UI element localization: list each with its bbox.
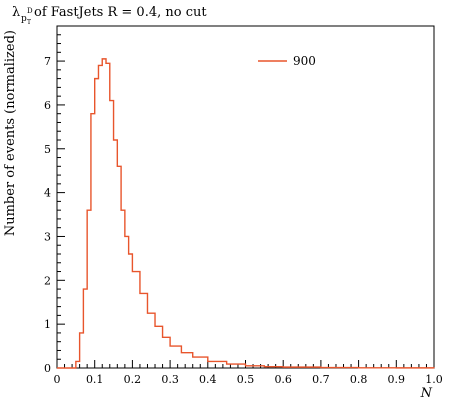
x-tick-label-4: 0.4 bbox=[199, 373, 217, 386]
x-tick-label-5: 0.5 bbox=[237, 373, 255, 386]
title-superscript: D bbox=[27, 7, 33, 15]
y-tick-label-2: 2 bbox=[44, 274, 51, 287]
title-rest: of FastJets R = 0.4, no cut bbox=[34, 5, 207, 20]
x-tick-label-2: 0.2 bbox=[124, 373, 142, 386]
chart-title: λ p T D of FastJets R = 0.4, no cut bbox=[12, 5, 207, 26]
x-axis-title: N bbox=[420, 386, 433, 401]
plot-frame bbox=[56, 25, 435, 369]
x-tick-label-8: 0.8 bbox=[350, 373, 368, 386]
y-tick-label-6: 6 bbox=[44, 99, 51, 112]
x-tick-label-3: 0.3 bbox=[161, 373, 179, 386]
title-subsubscript: T bbox=[27, 19, 31, 26]
title-symbol: λ bbox=[12, 5, 20, 20]
y-axis: 0 1 2 3 4 5 6 7 bbox=[44, 25, 65, 375]
legend-label-900: 900 bbox=[293, 54, 316, 68]
x-axis: 0 0.1 0.2 0.3 0.4 0.5 0.6 0.7 0.8 0.9 1.0 bbox=[54, 360, 443, 386]
y-tick-label-7: 7 bbox=[44, 55, 51, 68]
x-tick-label-10: 1.0 bbox=[425, 373, 443, 386]
series-line-900 bbox=[57, 58, 435, 369]
x-tick-label-7: 0.7 bbox=[312, 373, 330, 386]
x-tick-label-0: 0 bbox=[54, 373, 61, 386]
y-tick-label-3: 3 bbox=[44, 230, 51, 243]
y-tick-label-4: 4 bbox=[44, 187, 51, 200]
y-tick-label-0: 0 bbox=[44, 362, 51, 375]
y-tick-label-5: 5 bbox=[44, 143, 51, 156]
y-tick-label-1: 1 bbox=[44, 318, 51, 331]
x-tick-label-9: 0.9 bbox=[388, 373, 406, 386]
x-tick-label-1: 0.1 bbox=[86, 373, 104, 386]
y-axis-title: Number of events (normalized) bbox=[3, 30, 18, 236]
title-subscript: p bbox=[21, 14, 27, 24]
x-tick-label-6: 0.6 bbox=[274, 373, 292, 386]
legend: 900 bbox=[258, 54, 316, 68]
